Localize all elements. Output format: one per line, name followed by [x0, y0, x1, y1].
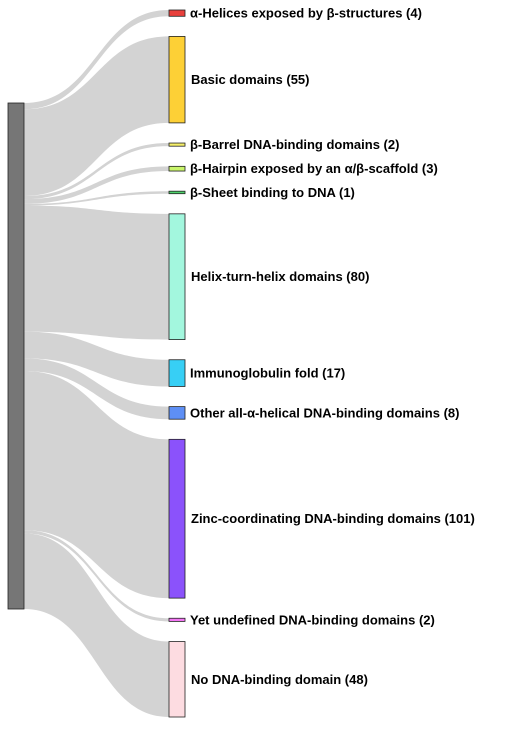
sankey-link-2 — [24, 143, 169, 200]
target-label-1: Basic domains (55) — [191, 72, 310, 87]
target-node-2 — [168, 142, 186, 147]
target-label-7: Other all-α-helical DNA-binding domains … — [190, 405, 459, 420]
sankey-link-5 — [24, 205, 169, 340]
target-label-0: α-Helices exposed by β-structures (4) — [190, 6, 422, 21]
source-node — [7, 102, 25, 610]
target-label-5: Helix-turn-helix domains (80) — [191, 269, 369, 284]
sankey-link-3 — [24, 166, 169, 204]
target-label-2: β-Barrel DNA-binding domains (2) — [190, 137, 399, 152]
target-label-3: β-Hairpin exposed by an α/β-scaffold (3) — [190, 161, 438, 176]
sankey-link-0 — [24, 10, 169, 110]
sankey-links — [24, 10, 169, 717]
sankey-link-8 — [24, 370, 169, 599]
target-label-6: Immunoglobulin fold (17) — [190, 366, 345, 381]
sankey-link-4 — [24, 191, 169, 206]
target-label-4: β-Sheet binding to DNA (1) — [190, 185, 355, 200]
target-label-10: No DNA-binding domain (48) — [191, 672, 368, 687]
target-node-0 — [168, 9, 186, 17]
sankey-labels: α-Helices exposed by β-structures (4) Bas… — [190, 6, 475, 687]
sankey-link-10 — [24, 533, 169, 717]
sankey-link-1 — [24, 36, 169, 197]
target-node-1 — [168, 36, 186, 124]
target-node-10 — [168, 641, 186, 718]
target-node-8 — [168, 438, 186, 599]
sankey-nodes — [7, 9, 186, 718]
target-node-9 — [168, 617, 186, 622]
target-node-7 — [168, 406, 186, 420]
sankey-link-6 — [24, 331, 169, 387]
target-node-4 — [168, 190, 186, 195]
target-label-8: Zinc-coordinating DNA-binding domains (1… — [191, 511, 475, 526]
sankey-link-9 — [24, 530, 169, 622]
target-node-5 — [168, 213, 186, 340]
sankey-link-7 — [24, 358, 169, 420]
target-node-3 — [168, 165, 186, 172]
target-node-6 — [168, 359, 186, 387]
target-label-9: Yet undefined DNA-binding domains (2) — [190, 612, 435, 627]
